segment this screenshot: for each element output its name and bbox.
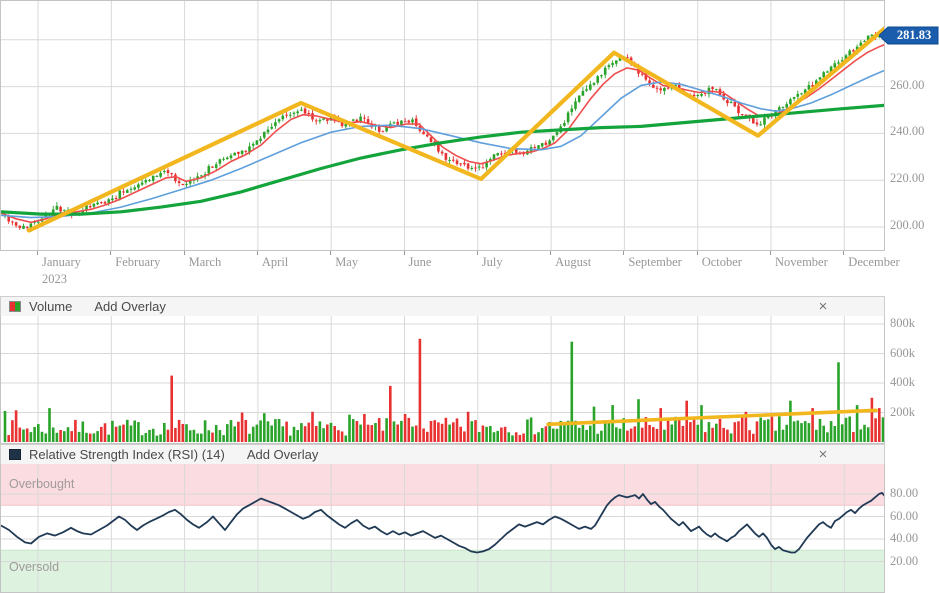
axis-tick-label: November: [775, 255, 828, 269]
month-tick: [37, 251, 38, 255]
volume-panel-header: Volume Add Overlay ×: [0, 296, 885, 317]
volume-legend-label: Volume: [29, 299, 73, 314]
price-tag-arrow: [879, 26, 939, 45]
month-tick: [550, 251, 552, 255]
month-tick: [770, 251, 771, 255]
axis-tick-label: April: [261, 255, 289, 269]
volume-legend-icon: [9, 301, 21, 312]
month-tick: [183, 251, 185, 255]
axis-tick-label: 600k: [890, 345, 915, 360]
axis-tick-label: 40.00: [890, 531, 919, 545]
axis-tick-label: 200.00: [890, 218, 925, 232]
zigzag-trendline: [26, 26, 884, 233]
rsi-panel-header: Relative Strength Index (RSI) (14) Add O…: [0, 444, 885, 465]
axis-tick-label: 20.00: [890, 553, 919, 568]
month-tick: [330, 251, 332, 255]
axis-tick-label: September: [628, 255, 682, 269]
month-tick: [843, 251, 845, 255]
ma-fast-line: [1, 44, 884, 224]
axis-tick-label: January: [42, 255, 81, 269]
month-tick: [110, 251, 112, 255]
rsi-legend-icon: [9, 449, 21, 460]
overbought-label: Overbought: [9, 477, 75, 491]
month-tick: [256, 251, 258, 255]
volume-add-overlay-button[interactable]: Add Overlay: [94, 299, 166, 314]
oversold-zone: [1, 550, 884, 592]
axis-tick-label: August: [555, 255, 592, 269]
volume-close-icon[interactable]: ×: [818, 298, 828, 315]
last-price-value: 281.83: [896, 28, 932, 42]
axis-tick-label: 240.00: [890, 124, 925, 139]
rsi-chart-canvas: [1, 464, 884, 592]
axis-tick-label: May: [335, 255, 359, 269]
volume-trendline: [546, 408, 878, 427]
volume-bars-layer: [3, 338, 884, 443]
axis-tick-label: 220.00: [890, 171, 925, 186]
rsi-legend-label: Relative Strength Index (RSI) (14): [29, 447, 225, 462]
axis-tick-label: February: [115, 255, 161, 269]
axis-tick-label: December: [848, 255, 900, 269]
price-chart-panel[interactable]: [0, 0, 885, 251]
axis-tick-label: 400k: [890, 375, 915, 389]
axis-tick-label: July: [481, 255, 503, 269]
last-price-tag: 281.83: [879, 26, 939, 45]
rsi-line: [1, 491, 884, 554]
overbought-zone: [1, 464, 884, 506]
oversold-label: Oversold: [9, 560, 60, 574]
axis-tick-label: October: [701, 255, 742, 269]
axis-tick-label: June: [408, 255, 432, 269]
rsi-chart-panel[interactable]: Overbought Oversold: [0, 464, 885, 593]
month-tick: [696, 251, 698, 255]
axis-tick-label: 2023: [42, 272, 67, 286]
ma-slow-line: [1, 103, 884, 216]
axis-tick-label: 80.00: [890, 486, 919, 500]
month-tick: [403, 251, 405, 255]
axis-tick-label: March: [188, 255, 222, 269]
ma-mid-line: [1, 69, 884, 219]
axis-tick-label: 260.00: [890, 77, 925, 92]
rsi-close-icon[interactable]: ×: [818, 446, 828, 463]
volume-chart-panel[interactable]: [0, 316, 885, 444]
month-tick: [476, 251, 478, 255]
price-chart-canvas: [1, 1, 884, 250]
axis-tick-label: 200k: [890, 404, 915, 419]
axis-tick-label: 800k: [890, 316, 915, 330]
month-tick: [623, 251, 625, 255]
volume-chart-canvas: [1, 316, 884, 443]
axis-tick-label: 60.00: [890, 508, 919, 523]
rsi-add-overlay-button[interactable]: Add Overlay: [246, 447, 319, 462]
